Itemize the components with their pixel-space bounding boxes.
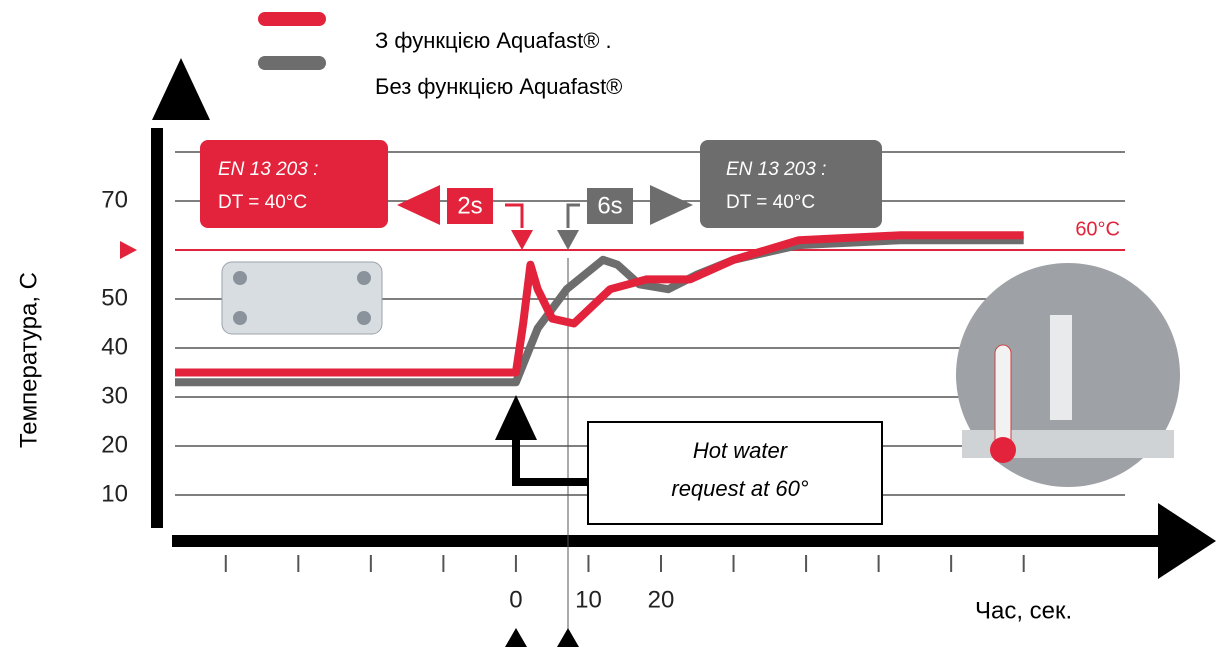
x-tick-label: 10 — [575, 586, 602, 613]
y-tick-label: 50 — [101, 284, 128, 311]
red-box — [200, 140, 388, 228]
gray-time: 6s — [597, 192, 622, 219]
request-text: request at 60° — [671, 476, 808, 501]
gray-box — [700, 140, 882, 228]
x-axis-label: Час, сек. — [975, 597, 1072, 624]
x-axis-arrow — [1158, 503, 1216, 579]
marker-triangle — [505, 628, 527, 647]
legend-swatch — [258, 12, 326, 26]
red-box-text: DT = 40°C — [218, 192, 307, 213]
legend-label: Без функцією Aquafast® — [375, 74, 622, 99]
chart: З функцією Aquafast® . Без функцією Aqua… — [0, 0, 1216, 647]
y-tick-label: 20 — [101, 431, 128, 458]
gray-pointer-head — [557, 230, 579, 250]
reference-marker — [120, 241, 137, 259]
request-connector — [516, 438, 588, 482]
red-box-text: EN 13 203 : — [218, 159, 318, 180]
tap-icon — [956, 263, 1180, 487]
gray-arrow — [650, 185, 693, 225]
gray-box-text: DT = 40°C — [726, 192, 815, 213]
y-tick-label: 70 — [101, 186, 128, 213]
red-arrow — [397, 185, 440, 225]
reference-label: 60°C — [1075, 218, 1120, 240]
y-tick-label: 40 — [101, 333, 128, 360]
y-axis-arrow — [152, 58, 210, 120]
request-arrow — [495, 395, 537, 440]
red-time: 2s — [457, 192, 482, 219]
legend-swatch — [258, 56, 326, 70]
x-tick-label: 20 — [648, 586, 675, 613]
y-tick-label: 30 — [101, 382, 128, 409]
marker-triangle — [557, 628, 579, 647]
request-text: Hot water — [693, 438, 789, 463]
legend-label: З функцією Aquafast® . — [375, 28, 612, 53]
y-tick-label: 10 — [101, 480, 128, 507]
red-pointer-head — [511, 230, 533, 250]
x-tick-label: 0 — [509, 586, 522, 613]
heat-exchanger-icon — [222, 262, 382, 334]
red-pointer — [505, 205, 522, 228]
y-axis-label: Температура, С — [15, 272, 42, 448]
gray-pointer — [568, 205, 580, 228]
gray-box-text: EN 13 203 : — [726, 159, 826, 180]
